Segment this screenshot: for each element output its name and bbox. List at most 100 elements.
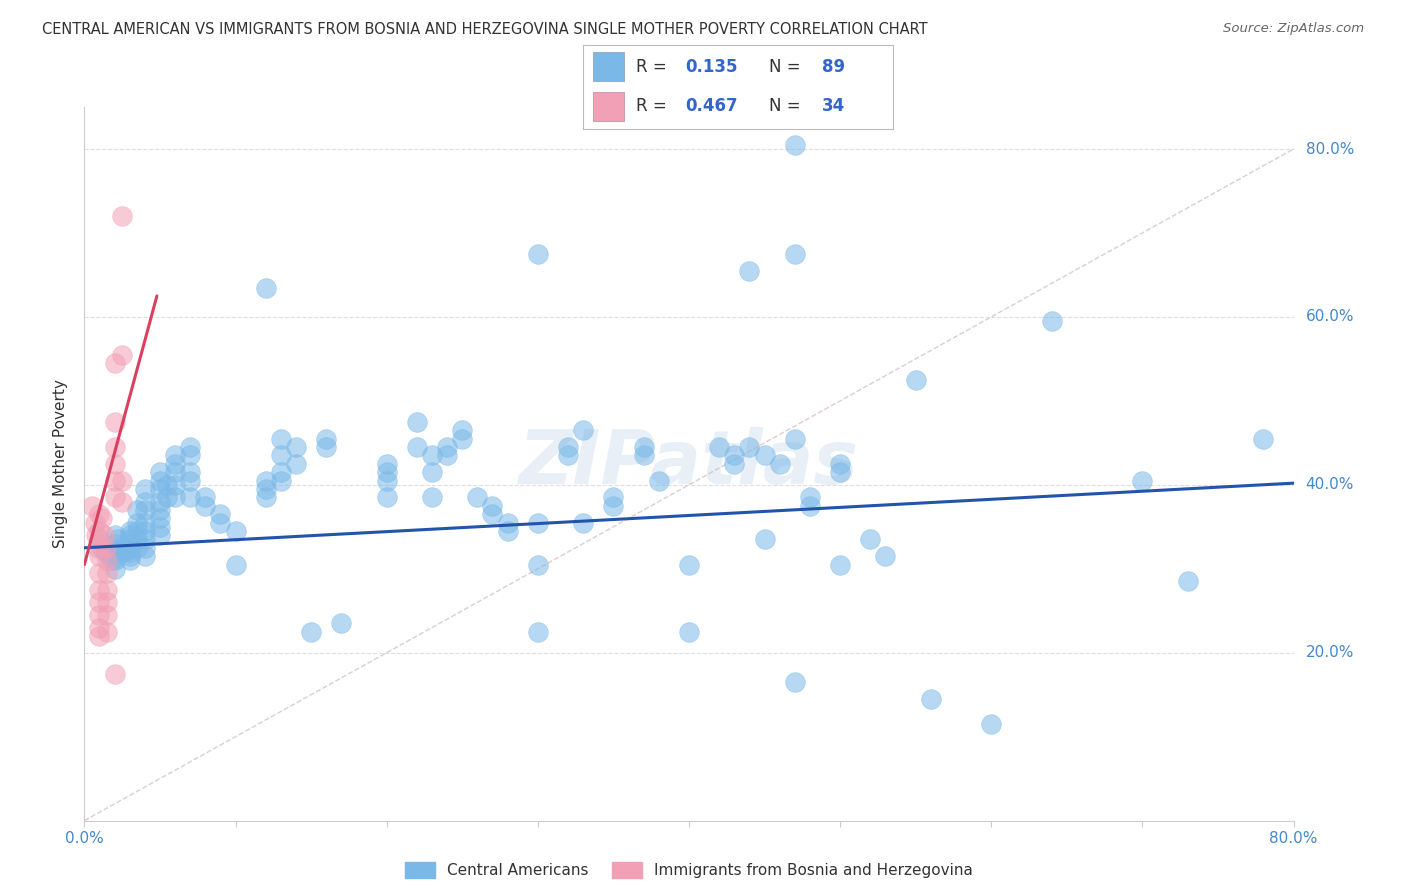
Point xyxy=(127,541,149,555)
Point xyxy=(163,465,186,479)
Point xyxy=(270,449,292,463)
Point xyxy=(163,478,186,492)
Point xyxy=(270,432,292,446)
Point xyxy=(163,449,186,463)
Point xyxy=(179,440,201,454)
Point xyxy=(89,629,111,643)
Point xyxy=(572,516,595,530)
Point xyxy=(104,666,127,681)
Point xyxy=(709,440,731,454)
Point xyxy=(100,553,122,567)
Point xyxy=(799,491,821,505)
Point xyxy=(284,440,308,454)
Point xyxy=(127,533,149,547)
Point xyxy=(225,558,247,572)
Point xyxy=(830,457,852,471)
Point xyxy=(754,533,776,547)
Point xyxy=(89,533,111,547)
Point xyxy=(112,545,135,559)
Point xyxy=(118,541,141,555)
Point xyxy=(104,440,127,454)
Point xyxy=(104,562,127,576)
Point xyxy=(783,137,806,152)
Text: 34: 34 xyxy=(821,97,845,115)
Point xyxy=(104,474,127,488)
Text: 60.0%: 60.0% xyxy=(1306,310,1354,325)
Point xyxy=(134,516,156,530)
Point xyxy=(194,499,217,513)
Text: ZIPatlas: ZIPatlas xyxy=(519,427,859,500)
Point xyxy=(799,499,821,513)
Point xyxy=(738,440,761,454)
Point xyxy=(254,280,277,294)
Point xyxy=(467,491,489,505)
Point xyxy=(254,474,277,488)
Point xyxy=(254,482,277,496)
Point xyxy=(783,675,806,690)
Point xyxy=(91,541,114,555)
Point xyxy=(93,528,115,542)
Point xyxy=(375,491,398,505)
Point xyxy=(104,545,127,559)
Point xyxy=(647,474,671,488)
Point xyxy=(481,507,503,521)
Point xyxy=(149,465,172,479)
Point xyxy=(496,516,519,530)
Text: R =: R = xyxy=(636,58,672,76)
Point xyxy=(602,491,624,505)
Point xyxy=(134,524,156,538)
Point xyxy=(104,491,127,505)
Point xyxy=(104,356,127,370)
Point xyxy=(80,499,103,513)
Point xyxy=(127,524,149,538)
Point xyxy=(149,503,172,517)
Point xyxy=(110,541,132,555)
Bar xyxy=(593,53,624,81)
Point xyxy=(104,457,127,471)
Point xyxy=(163,491,186,505)
Point xyxy=(118,528,141,542)
Text: 89: 89 xyxy=(821,58,845,76)
Point xyxy=(111,494,134,508)
Point xyxy=(107,533,129,547)
Point xyxy=(134,533,156,547)
Point xyxy=(96,624,118,639)
Text: 80.0%: 80.0% xyxy=(1306,142,1354,156)
Point xyxy=(375,474,398,488)
Point xyxy=(830,465,852,479)
Point xyxy=(723,457,745,471)
Point xyxy=(179,449,201,463)
Point xyxy=(783,432,806,446)
Point xyxy=(89,536,111,550)
Point xyxy=(89,595,111,609)
Point xyxy=(96,582,118,597)
Point xyxy=(149,474,172,488)
Point xyxy=(783,247,806,261)
Point xyxy=(89,621,111,635)
Point xyxy=(633,449,655,463)
Point xyxy=(149,494,172,508)
Point xyxy=(859,533,882,547)
Point xyxy=(602,499,624,513)
Point xyxy=(104,553,127,567)
Point xyxy=(96,607,118,622)
Point xyxy=(96,595,118,609)
Point xyxy=(375,465,398,479)
Point xyxy=(633,440,655,454)
Point xyxy=(496,524,519,538)
Point xyxy=(980,717,1002,731)
Point xyxy=(94,541,117,555)
Text: 20.0%: 20.0% xyxy=(1306,645,1354,660)
Point xyxy=(572,423,595,437)
Point xyxy=(134,549,156,564)
Point xyxy=(127,516,149,530)
Point xyxy=(1251,432,1274,446)
Point xyxy=(194,491,217,505)
Point xyxy=(526,624,548,639)
Text: N =: N = xyxy=(769,58,806,76)
Point xyxy=(436,449,458,463)
Point xyxy=(330,616,353,631)
Point xyxy=(769,457,792,471)
Point xyxy=(89,566,111,580)
Point xyxy=(94,545,117,559)
